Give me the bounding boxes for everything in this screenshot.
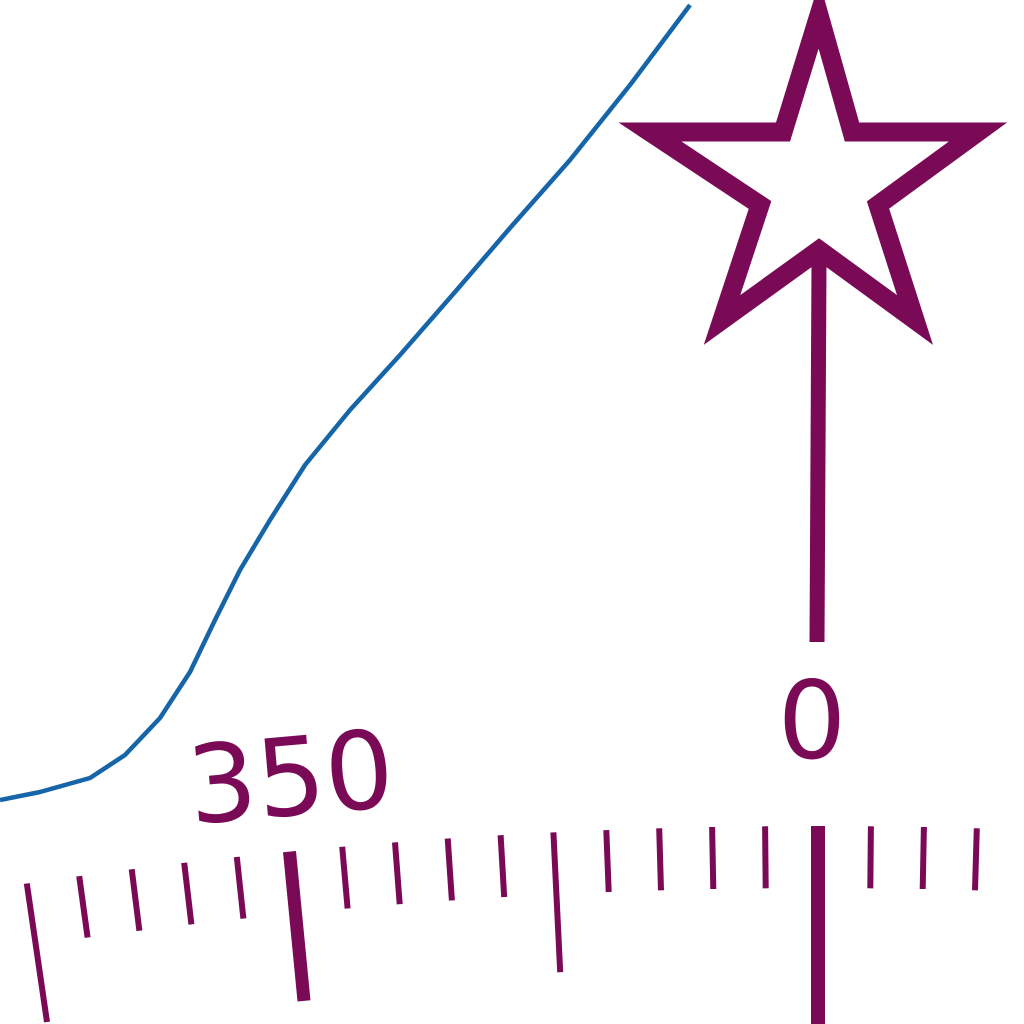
graduation-tick	[23, 883, 50, 1023]
graduation-tick	[603, 829, 612, 893]
graduation-tick	[128, 868, 143, 932]
graduation-tick	[762, 826, 769, 889]
compass-rose-ticks	[23, 826, 980, 1024]
graduation-tick	[919, 826, 927, 890]
graduation-tick	[392, 842, 403, 905]
graduation-tick	[497, 835, 508, 898]
graduation-tick	[339, 846, 351, 909]
graduation-tick	[972, 828, 980, 891]
graduation-tick	[283, 850, 311, 1002]
graduation-tick	[656, 828, 664, 891]
depth-contour-line	[0, 3, 692, 803]
north-arrow-stem	[809, 261, 827, 643]
star-icon	[618, 0, 1008, 345]
degree-label-north: 0	[778, 659, 847, 784]
compass-north-marker	[618, 0, 1008, 643]
graduation-tick	[550, 832, 564, 973]
degree-label-350: 350	[183, 707, 399, 849]
graduation-tick	[181, 862, 195, 925]
graduation-tick	[76, 875, 91, 938]
graduation-tick	[233, 856, 247, 919]
graduation-tick	[709, 826, 717, 890]
graduation-tick	[444, 838, 455, 901]
graduation-tick	[867, 826, 874, 889]
